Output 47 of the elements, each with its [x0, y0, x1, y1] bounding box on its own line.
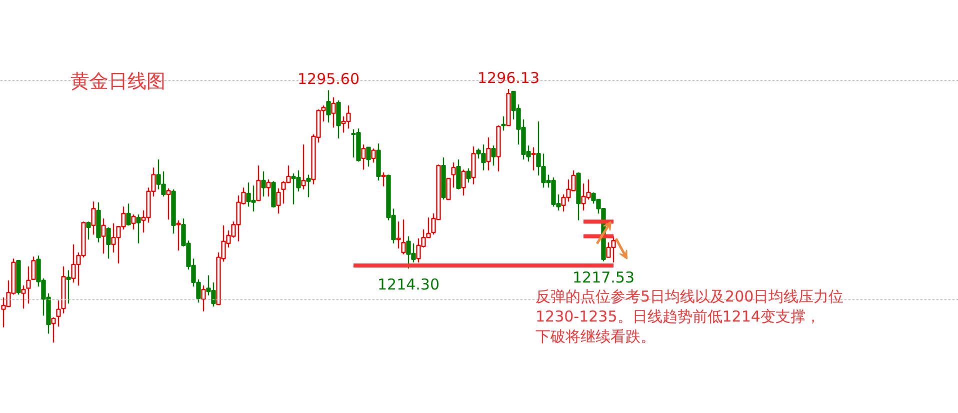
- candlestick: [266, 178, 271, 198]
- candlestick: [456, 158, 461, 190]
- candlestick: [306, 174, 311, 198]
- candlestick: [466, 168, 471, 184]
- chart-title: 黄金日线图: [70, 70, 166, 92]
- candlestick: [31, 256, 36, 280]
- candlestick: [86, 220, 91, 240]
- candlestick: [531, 146, 536, 171]
- candlestick: [26, 266, 31, 304]
- candlestick: [401, 218, 406, 255]
- annotation: 1217.53: [572, 268, 635, 286]
- candlestick: [106, 226, 111, 260]
- candlestick: [51, 316, 56, 344]
- candlestick: [261, 170, 266, 198]
- candlestick: [366, 146, 371, 168]
- annotation: 1295.60: [297, 70, 360, 88]
- candlestick: [201, 284, 206, 312]
- candlestick: [91, 200, 96, 236]
- candlestick: [381, 172, 386, 187]
- annotation: 下破将继续看跌。: [536, 328, 656, 346]
- candlestick: [336, 100, 341, 140]
- candlestick: [331, 96, 336, 128]
- candlestick: [126, 202, 131, 226]
- candlestick: [396, 220, 401, 250]
- annotation: 1214.30: [377, 275, 440, 294]
- candlestick: [486, 136, 491, 171]
- candlestick: [461, 169, 466, 196]
- candlestick: [451, 162, 456, 188]
- candlestick: [66, 270, 71, 304]
- candlestick: [371, 148, 376, 164]
- candlestick: [276, 188, 281, 214]
- candlestick: [301, 144, 306, 190]
- candlestick: [136, 214, 141, 244]
- candlestick: [326, 90, 331, 124]
- candlestick: [446, 178, 451, 200]
- candlestick: [361, 144, 366, 170]
- candlestick: [256, 164, 261, 202]
- candlestick: [166, 188, 171, 220]
- candlestick: [101, 218, 106, 254]
- annotation: 反弹的点位参考5日均线以及200日均线压力位: [536, 288, 844, 306]
- candlestick: [491, 144, 496, 166]
- annotation: 1230-1235。日线趋势前低1214变支撑，: [536, 308, 820, 326]
- candlestick: [471, 146, 476, 185]
- candlestick: [131, 214, 136, 230]
- candlestick: [21, 284, 26, 310]
- candlestick: [501, 116, 506, 132]
- annotation: 1296.13: [477, 68, 540, 87]
